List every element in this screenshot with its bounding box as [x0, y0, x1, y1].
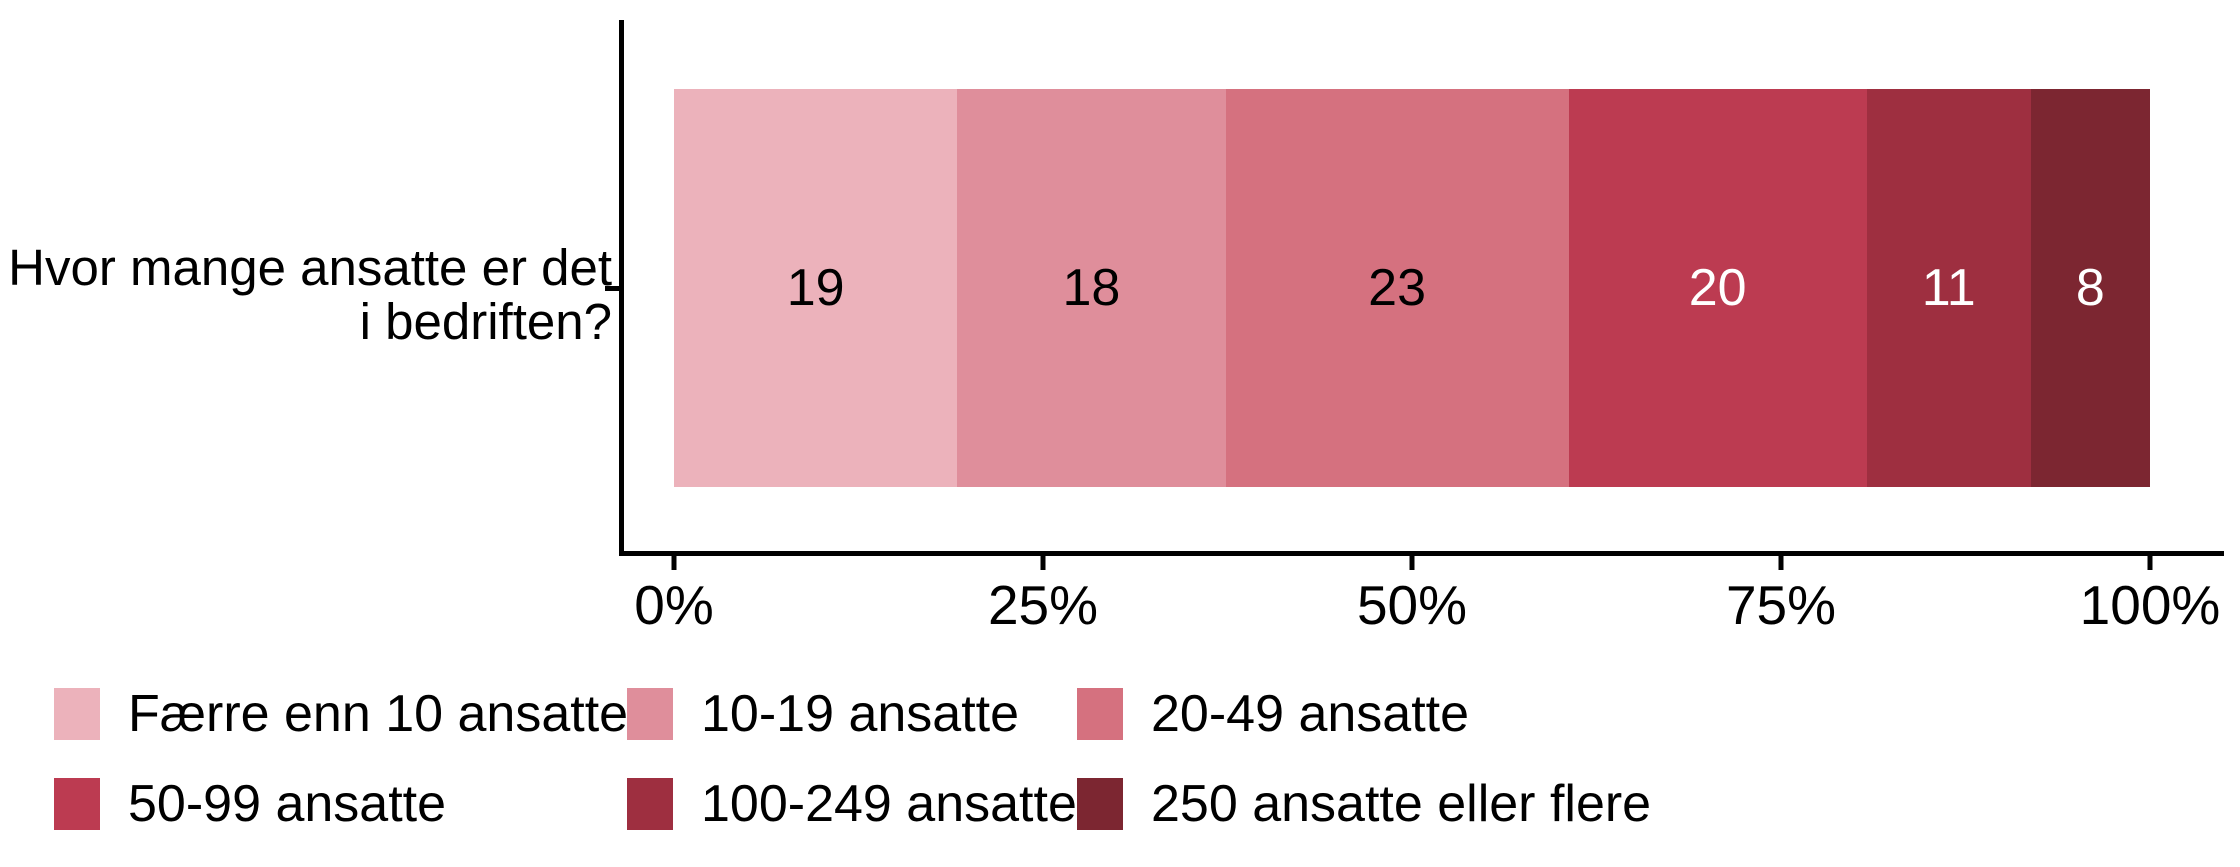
legend-item: Færre enn 10 ansatte [54, 685, 628, 743]
stacked-bar: 19 18 23 20 11 8 [674, 89, 2150, 487]
x-axis-line [619, 551, 2224, 556]
bar-segment-value: 18 [1062, 259, 1121, 317]
legend-label: 100-249 ansatte [701, 775, 1077, 833]
legend-swatch [1077, 778, 1123, 830]
bar-segment: 11 [1866, 89, 2031, 487]
x-axis-tick-label: 75% [1725, 574, 1837, 636]
x-axis-tick-label: 0% [634, 574, 714, 636]
y-axis-title: Hvor mange ansatte er det i bedriften? [0, 239, 612, 351]
x-axis-tick-mark [2147, 556, 2153, 570]
legend-item: 250 ansatte eller flere [1077, 775, 1651, 833]
x-axis-tick-mark [1409, 556, 1415, 570]
legend-label: 250 ansatte eller flere [1151, 775, 1652, 833]
legend-item: 100-249 ansatte [627, 775, 1077, 833]
bar-segment: 23 [1225, 89, 1569, 487]
legend-swatch [54, 688, 100, 740]
bar-segment-value: 23 [1368, 259, 1426, 317]
x-axis-tick-mark [671, 556, 677, 570]
bar-segment: 20 [1568, 89, 1867, 487]
legend-label: 10-19 ansatte [701, 685, 1020, 743]
bar-segment-value: 19 [786, 259, 845, 317]
x-axis-tick-mark [1778, 556, 1784, 570]
x-axis-tick-label: 25% [987, 574, 1099, 636]
bar-segment: 19 [674, 89, 958, 487]
x-axis-tick-mark [1040, 556, 1046, 570]
legend-swatch [1077, 688, 1123, 740]
x-axis: 0% 25% 50% 75% 100% [634, 556, 2220, 646]
bar-segment-value: 8 [2075, 259, 2105, 317]
legend-item: 20-49 ansatte [1077, 685, 1469, 743]
legend-label: 50-99 ansatte [128, 775, 447, 833]
x-axis-tick-label: 100% [2079, 574, 2221, 636]
y-axis-tick [605, 286, 619, 291]
legend-label: 20-49 ansatte [1151, 685, 1470, 743]
x-axis-tick-label: 50% [1356, 574, 1468, 636]
legend-swatch [627, 688, 673, 740]
y-axis-title-line1: Hvor mange ansatte er det [8, 239, 612, 296]
bar-segment: 8 [2030, 89, 2150, 487]
y-axis-line [619, 20, 624, 556]
y-axis-title-line2: i bedriften? [359, 293, 612, 351]
legend-item: 50-99 ansatte [54, 775, 446, 833]
legend-swatch [54, 778, 100, 830]
bar-segment-value: 11 [1921, 259, 1976, 317]
legend-item: 10-19 ansatte [627, 685, 1019, 743]
legend-label: Færre enn 10 ansatte [128, 685, 629, 743]
bar-segment-value: 20 [1688, 259, 1747, 317]
bar-segment: 18 [957, 89, 1226, 487]
legend-swatch [627, 778, 673, 830]
